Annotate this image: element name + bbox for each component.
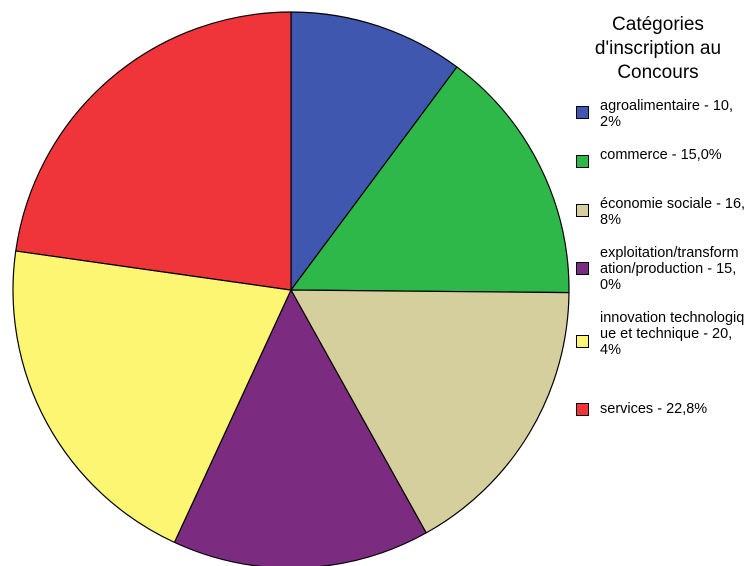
legend-label-commerce: commerce - 15,0% bbox=[600, 147, 722, 163]
legend-label-innovation: innovation technologique et technique - … bbox=[600, 310, 745, 358]
legend-swatch-economie-sociale bbox=[576, 204, 589, 217]
legend-label-agroalimentaire: agroalimentaire - 10,2% bbox=[600, 98, 733, 130]
legend-label-exploitation: exploitation/transformation/production -… bbox=[600, 245, 739, 293]
pie-slice-innovation bbox=[12, 250, 292, 543]
legend-swatch-innovation bbox=[576, 335, 589, 348]
pie-slice-exploitation bbox=[173, 289, 427, 566]
pie-slices bbox=[12, 11, 570, 566]
pie-slice-commerce bbox=[290, 66, 570, 294]
legend-swatch-agroalimentaire bbox=[576, 106, 589, 119]
legend-swatch-commerce bbox=[576, 155, 589, 168]
pie-slice-services bbox=[15, 11, 292, 291]
legend-label-services: services - 22,8% bbox=[600, 401, 708, 417]
pie-slice-agroalimentaire bbox=[290, 11, 458, 291]
legend-label-economie-sociale: économie sociale - 16,8% bbox=[600, 196, 746, 228]
pie-slice-economie-sociale bbox=[290, 289, 570, 534]
legend-title: Catégories d'inscription au Concours bbox=[594, 14, 722, 83]
legend-swatch-services bbox=[576, 403, 589, 416]
legend-swatch-exploitation bbox=[576, 262, 589, 275]
